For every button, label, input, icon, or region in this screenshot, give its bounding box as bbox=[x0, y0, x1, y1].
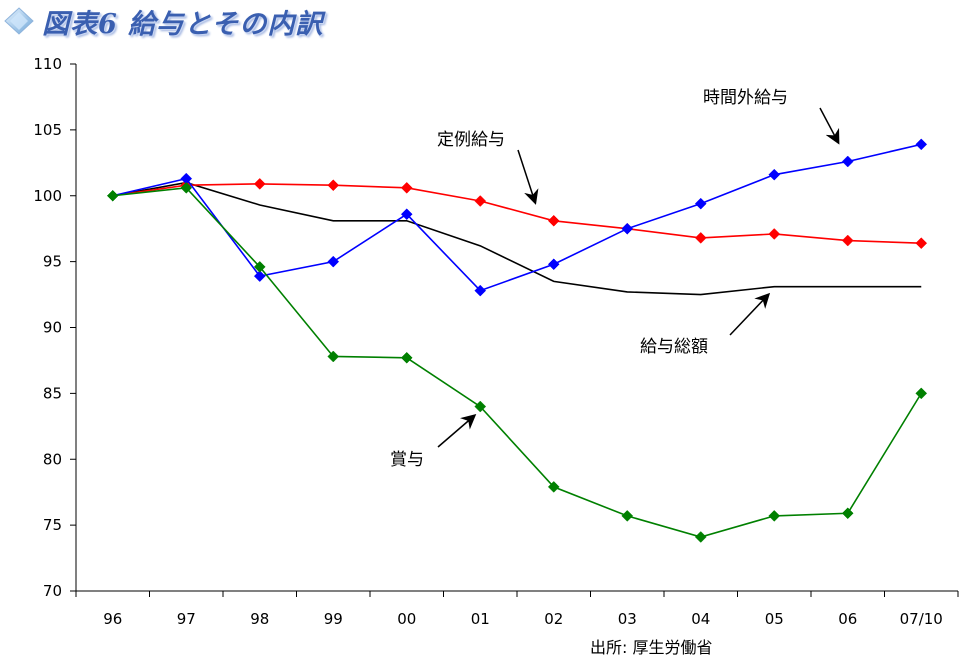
y-tick-label: 75 bbox=[43, 516, 62, 534]
annotation-arrow bbox=[729, 292, 771, 336]
data-point-0 bbox=[621, 222, 634, 235]
data-point-3 bbox=[327, 350, 340, 363]
series-line-3 bbox=[112, 187, 922, 538]
data-point-1 bbox=[400, 181, 413, 194]
data-point-3 bbox=[547, 481, 560, 493]
data-point-3 bbox=[106, 189, 119, 202]
data-point-3 bbox=[694, 531, 707, 543]
x-tick-label: 97 bbox=[177, 610, 196, 628]
data-point-0 bbox=[915, 138, 928, 151]
diamond-logo-icon bbox=[4, 7, 34, 35]
x-tick-label: 07/10 bbox=[900, 610, 943, 628]
data-point-1 bbox=[694, 232, 707, 244]
annotation-label: 給与総額 bbox=[640, 337, 708, 357]
x-tick-label: 00 bbox=[397, 610, 416, 628]
annotation-label: 賞与 bbox=[390, 450, 424, 470]
data-point-3 bbox=[621, 510, 634, 522]
y-tick-label: 105 bbox=[33, 121, 62, 139]
x-tick-label: 02 bbox=[544, 610, 563, 628]
annotation-label: 定例給与 bbox=[437, 130, 505, 150]
series-line-0 bbox=[112, 143, 922, 292]
data-point-0 bbox=[253, 270, 266, 282]
data-point-1 bbox=[474, 195, 487, 207]
data-point-0 bbox=[694, 197, 707, 210]
data-point-3 bbox=[768, 510, 781, 522]
data-point-0 bbox=[400, 208, 413, 221]
x-tick-label: 04 bbox=[691, 610, 710, 628]
x-tick-label: 05 bbox=[765, 610, 784, 628]
data-point-1 bbox=[841, 234, 854, 247]
y-tick-label: 70 bbox=[43, 582, 62, 600]
y-tick-label: 95 bbox=[43, 253, 62, 271]
data-point-1 bbox=[253, 178, 266, 190]
data-point-3 bbox=[915, 387, 928, 400]
annotation-arrow bbox=[819, 107, 840, 145]
annotation-arrow bbox=[517, 149, 539, 205]
y-tick-label: 85 bbox=[43, 384, 62, 402]
data-point-1 bbox=[547, 214, 560, 227]
data-point-0 bbox=[547, 258, 560, 271]
data-point-0 bbox=[841, 155, 854, 168]
series-line-1 bbox=[112, 183, 922, 244]
x-tick-label: 99 bbox=[324, 610, 343, 628]
data-point-3 bbox=[180, 181, 193, 194]
data-point-0 bbox=[768, 168, 781, 181]
data-point-3 bbox=[474, 400, 487, 413]
x-tick-label: 06 bbox=[838, 610, 857, 628]
chart-title-area: 図表6 給与とその内訳 bbox=[2, 2, 323, 40]
data-point-1 bbox=[327, 179, 340, 192]
x-tick-label: 96 bbox=[103, 610, 122, 628]
x-tick-label: 98 bbox=[250, 610, 269, 628]
series-line-2 bbox=[112, 181, 922, 296]
source-note: 出所: 厚生労働省 bbox=[590, 638, 713, 657]
y-tick-label: 80 bbox=[43, 450, 62, 468]
y-tick-label: 110 bbox=[33, 55, 62, 73]
annotation-arrow bbox=[437, 414, 477, 448]
data-point-1 bbox=[768, 228, 781, 240]
data-point-3 bbox=[400, 351, 413, 364]
y-tick-label: 100 bbox=[33, 187, 62, 205]
y-tick-label: 90 bbox=[43, 319, 62, 337]
annotation-label: 時間外給与 bbox=[703, 88, 788, 108]
chart-title: 図表6 給与とその内訳 bbox=[42, 8, 324, 40]
data-point-3 bbox=[253, 261, 266, 273]
x-tick-label: 03 bbox=[618, 610, 637, 628]
data-point-0 bbox=[474, 284, 487, 297]
data-point-3 bbox=[841, 507, 854, 520]
data-point-0 bbox=[327, 255, 340, 268]
data-point-1 bbox=[915, 237, 928, 250]
x-tick-label: 01 bbox=[471, 610, 490, 628]
